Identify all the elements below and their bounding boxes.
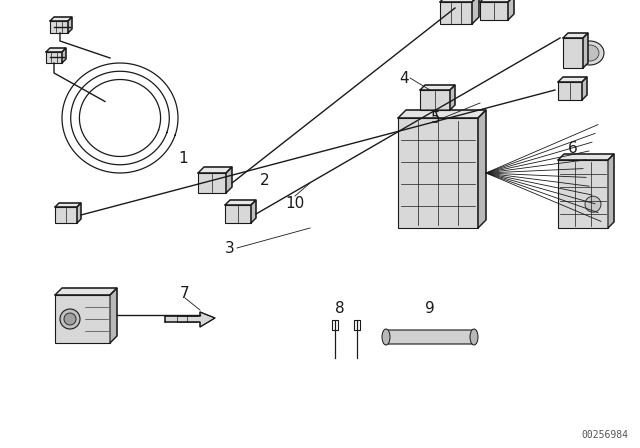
- Polygon shape: [608, 154, 614, 228]
- Polygon shape: [62, 48, 66, 63]
- Bar: [225, 205, 251, 223]
- Ellipse shape: [470, 329, 478, 345]
- Text: 9: 9: [425, 301, 435, 315]
- Ellipse shape: [382, 329, 390, 345]
- Polygon shape: [77, 203, 81, 223]
- Bar: [440, 2, 472, 24]
- Polygon shape: [398, 110, 486, 118]
- Circle shape: [585, 196, 601, 212]
- Bar: [55, 295, 110, 343]
- FancyBboxPatch shape: [384, 330, 476, 344]
- Polygon shape: [251, 200, 256, 223]
- Bar: [198, 173, 226, 193]
- Polygon shape: [225, 200, 256, 205]
- Text: 10: 10: [285, 195, 305, 211]
- Polygon shape: [558, 77, 587, 82]
- Polygon shape: [478, 110, 486, 228]
- Polygon shape: [50, 17, 72, 21]
- Bar: [480, 2, 508, 20]
- Polygon shape: [55, 203, 81, 207]
- Bar: [50, 21, 68, 33]
- Polygon shape: [68, 17, 72, 33]
- Polygon shape: [480, 0, 514, 2]
- Polygon shape: [582, 77, 587, 100]
- Polygon shape: [508, 0, 514, 20]
- Bar: [558, 160, 608, 228]
- Polygon shape: [472, 0, 479, 24]
- Bar: [563, 38, 583, 68]
- Polygon shape: [198, 167, 232, 173]
- Text: 4: 4: [399, 70, 409, 86]
- Text: 5: 5: [431, 111, 441, 125]
- Polygon shape: [110, 288, 117, 343]
- Bar: [46, 52, 62, 63]
- Polygon shape: [440, 0, 479, 2]
- Polygon shape: [450, 85, 455, 110]
- Polygon shape: [563, 33, 588, 38]
- Polygon shape: [420, 85, 455, 90]
- Text: 7: 7: [180, 285, 190, 301]
- Bar: [55, 207, 77, 223]
- Text: 8: 8: [335, 301, 345, 315]
- Polygon shape: [165, 312, 215, 327]
- Polygon shape: [558, 154, 614, 160]
- Text: 3: 3: [225, 241, 235, 255]
- Circle shape: [60, 309, 80, 329]
- Text: 1: 1: [178, 151, 188, 165]
- Polygon shape: [55, 288, 117, 295]
- Ellipse shape: [581, 45, 599, 61]
- Bar: [420, 90, 450, 110]
- Circle shape: [64, 313, 76, 325]
- Bar: [558, 82, 582, 100]
- Ellipse shape: [576, 41, 604, 65]
- Bar: [398, 118, 478, 228]
- Polygon shape: [583, 33, 588, 68]
- Polygon shape: [46, 48, 66, 52]
- Polygon shape: [226, 167, 232, 193]
- Text: 2: 2: [260, 172, 270, 188]
- Text: 6: 6: [568, 141, 578, 155]
- Text: 00256984: 00256984: [581, 430, 628, 440]
